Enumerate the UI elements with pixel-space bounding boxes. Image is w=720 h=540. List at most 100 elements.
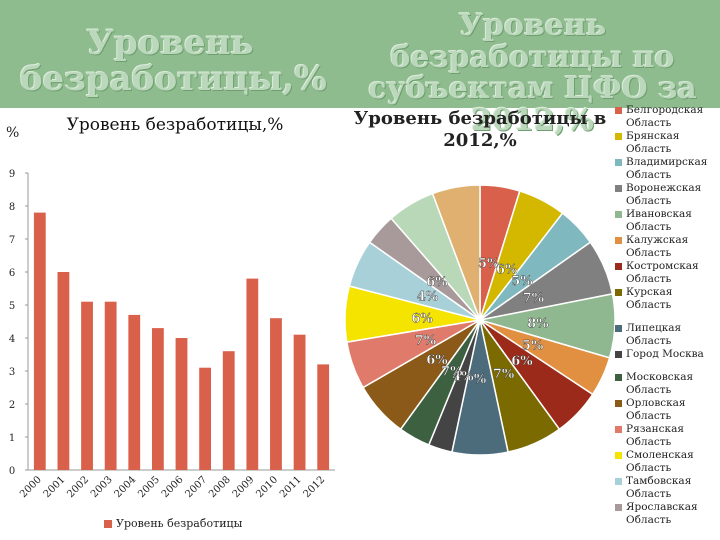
legend-item: Липецкая Область [615, 322, 720, 348]
pie-data-label: 4% [452, 369, 474, 384]
bar-x-tick-label: 2001 [42, 474, 68, 500]
legend-swatch [615, 325, 622, 332]
legend-swatch [615, 263, 622, 270]
legend-item: Брянская Область [615, 130, 720, 156]
bar-y-tick-label: 4 [9, 334, 15, 345]
legend-label: Московская Область [626, 371, 694, 396]
bar-legend-swatch [104, 519, 112, 528]
legend-swatch [615, 159, 622, 166]
bar-y-tick-label: 5 [9, 301, 15, 312]
legend-label: Брянская Область [626, 130, 680, 155]
pie-data-label: 5% [522, 338, 544, 353]
bar-y-tick-label: 7 [9, 235, 15, 246]
bar-2007 [199, 367, 212, 470]
bar-2003 [104, 301, 117, 470]
legend-item: Белгородская Область [615, 104, 720, 130]
legend-label: Владимирская Область [626, 156, 708, 181]
legend-item: Воронежская Область [615, 182, 720, 208]
legend-swatch [615, 478, 622, 485]
bar-chart: 0123456789200020012002200320042005200620… [9, 169, 335, 500]
legend-label: Белгородская Область [626, 104, 704, 129]
bar-x-tick-label: 2011 [278, 474, 304, 500]
bar-chart-area [0, 108, 345, 540]
bar-x-tick-label: 2002 [65, 474, 91, 500]
bar-2011 [293, 334, 306, 470]
pie-data-label: 5% [511, 274, 533, 289]
bar-x-tick-label: 2003 [89, 474, 115, 500]
pie-data-label: % [474, 372, 487, 387]
pie-chart: 5%6%5%7%8%5%6%7%%4%7%6%7%6%4%6% [344, 184, 616, 456]
bar-y-tick-label: 2 [9, 400, 15, 411]
bar-2010 [270, 318, 282, 470]
legend-label: Смоленская Область [626, 449, 694, 474]
legend-item: Тамбовская Область [615, 475, 720, 501]
legend-item: Владимирская Область [615, 156, 720, 182]
bar-2002 [81, 301, 93, 470]
bar-legend-label: Уровень безработицы [116, 517, 243, 530]
bar-x-tick-label: 2008 [207, 474, 233, 500]
bar-x-tick-label: 2006 [160, 474, 186, 500]
bar-2005 [151, 328, 164, 470]
bar-2001 [57, 272, 70, 470]
legend-label: Ивановская Область [626, 208, 692, 233]
legend-label: Воронежская Область [626, 182, 702, 207]
legend-swatch [615, 504, 622, 511]
legend-swatch [615, 107, 622, 114]
legend-item: Костромская Область [615, 260, 720, 286]
pie-data-label: 6% [426, 275, 448, 290]
legend-label: Тамбовская Область [626, 475, 692, 500]
legend-item: Ивановская Область [615, 208, 720, 234]
legend-swatch [615, 400, 622, 407]
legend-item: Московская Область [615, 371, 720, 397]
bar-y-tick-label: 1 [9, 433, 15, 444]
legend-item: Рязанская Область [615, 423, 720, 449]
pie-data-label: 8% [527, 317, 549, 332]
pie-data-label: 6% [411, 311, 433, 326]
legend-item: Смоленская Область [615, 449, 720, 475]
bar-x-tick-label: 2007 [183, 474, 209, 500]
legend-swatch [615, 211, 622, 218]
legend-swatch [615, 452, 622, 459]
bar-x-tick-label: 2009 [231, 474, 257, 500]
legend-swatch [615, 133, 622, 140]
bar-2008 [222, 351, 235, 470]
bar-chart-title: Уровень безработицы,% [66, 115, 284, 135]
legend-label: Рязанская Область [626, 423, 685, 448]
left-slide-title: Уровень безработицы,% [20, 23, 327, 99]
legend-swatch [615, 289, 622, 296]
pie-chart-title: Уровень безработицы в 2012,% [353, 108, 607, 151]
pie-data-label: 4% [417, 290, 439, 305]
legend-label: Орловская Область [626, 397, 686, 422]
title-band [0, 0, 720, 108]
legend-item: Город Москва [615, 348, 720, 361]
bar-y-tick-label: 0 [9, 466, 15, 477]
legend-swatch [615, 426, 622, 433]
bar-2012 [317, 364, 330, 470]
legend-label: Курская Область [626, 286, 673, 311]
bar-x-tick-label: 2005 [136, 474, 162, 500]
pie-data-label: 7% [441, 365, 463, 380]
pie-data-label: 6% [511, 354, 533, 369]
pie-legend: Белгородская Область Брянская Область Влад… [615, 104, 720, 527]
legend-item: Калужская Область [615, 234, 720, 260]
bar-2000 [33, 212, 46, 470]
pie-data-label: 5% [478, 257, 500, 272]
legend-item: Курская Область [615, 286, 720, 312]
pie-data-label: 7% [523, 291, 545, 306]
legend-swatch [615, 237, 622, 244]
bar-legend: Уровень безработицы [104, 517, 242, 530]
legend-label: Ярославская Область [626, 501, 698, 526]
bar-2004 [128, 314, 141, 470]
bar-y-tick-label: 8 [9, 202, 15, 213]
bar-2009 [246, 278, 259, 470]
legend-label: Липецкая Область [626, 322, 682, 347]
bar-x-tick-label: 2000 [18, 474, 44, 500]
legend-label: Костромская Область [626, 260, 699, 285]
pie-data-label: 7% [493, 367, 515, 382]
right-slide-title: Уровень безработицы по субъектам ЦФО за … [368, 8, 697, 138]
pie-data-label: 7% [415, 334, 437, 349]
legend-item: Ярославская Область [615, 501, 720, 527]
legend-swatch [615, 374, 622, 381]
bar-x-tick-label: 2010 [254, 474, 280, 500]
bar-y-tick-label: 6 [9, 268, 15, 279]
